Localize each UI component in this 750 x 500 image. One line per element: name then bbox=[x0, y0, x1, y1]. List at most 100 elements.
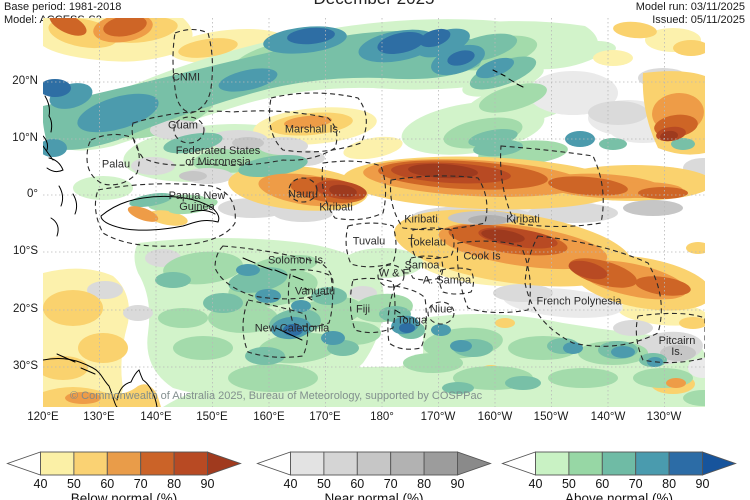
legend-tick-label: 80 bbox=[167, 477, 181, 491]
island-label: New Caledonia bbox=[254, 322, 330, 335]
legend-color-step bbox=[173, 451, 208, 476]
latitude-tick-label: 20°S bbox=[12, 303, 38, 315]
island-label: Nauru bbox=[288, 188, 318, 201]
issued-label: Issued: 05/11/2025 bbox=[652, 14, 745, 26]
latitude-tick-label: 30°S bbox=[12, 360, 38, 372]
latitude-tick-label: 10°N bbox=[12, 132, 38, 144]
legend-right-arrow bbox=[702, 451, 737, 476]
field-core-layer bbox=[43, 18, 698, 367]
island-label: French Polynesia bbox=[536, 295, 622, 308]
island-label: CNMI bbox=[171, 71, 201, 84]
legend-color-step bbox=[73, 451, 108, 476]
longitude-tick-label: 140°W bbox=[590, 411, 626, 423]
legend-tick-label: 60 bbox=[350, 477, 364, 491]
legend-caption: Above normal (%) bbox=[565, 491, 673, 500]
probability-legend: 40 50 60 70 80 90 Below normal (%) 40 50 60 70 80 90… bbox=[6, 451, 737, 500]
coastlines bbox=[43, 69, 524, 407]
island-label: Pitcairn Is. bbox=[658, 335, 696, 358]
legend-right-arrow bbox=[207, 451, 242, 476]
copyright-notice: © Commonwealth of Australia 2025, Bureau… bbox=[70, 390, 483, 402]
island-label: Cook Is bbox=[463, 250, 501, 263]
legend-color-step bbox=[601, 451, 637, 476]
island-label: Papua New Guinea bbox=[168, 190, 226, 213]
legend-bar-2: 40 50 60 70 80 90 Above normal (%) bbox=[501, 451, 737, 500]
legend-tick-label: 90 bbox=[451, 477, 465, 491]
legend-tick-label: 80 bbox=[662, 477, 676, 491]
legend-color-step bbox=[568, 451, 603, 476]
island-label: Fiji bbox=[355, 303, 371, 316]
longitude-tick-label: 120°E bbox=[27, 411, 59, 423]
island-label: W & F bbox=[378, 267, 410, 280]
island-label: Niue bbox=[429, 303, 453, 316]
legend-tick-label: 70 bbox=[629, 477, 643, 491]
graticule bbox=[43, 18, 705, 407]
longitude-tick-label: 150°E bbox=[196, 411, 228, 423]
legend-left-arrow bbox=[501, 451, 536, 476]
legend-tick-label: 50 bbox=[67, 477, 81, 491]
legend-tick-label: 70 bbox=[134, 477, 148, 491]
island-label: Federated States of Micronesia bbox=[175, 145, 261, 168]
legend-color-step bbox=[356, 451, 392, 476]
legend-color-step bbox=[290, 451, 325, 476]
island-label: Tuvalu bbox=[352, 235, 386, 248]
latitude-tick-label: 10°S bbox=[12, 245, 38, 257]
island-label: Palau bbox=[101, 158, 131, 171]
legend-tick-label: 40 bbox=[34, 477, 48, 491]
island-label: Kiribati bbox=[319, 201, 353, 214]
island-label: Marshall Is. bbox=[284, 123, 342, 136]
forecast-map bbox=[43, 18, 705, 407]
base-period-label: Base period: 1981-2018 bbox=[4, 1, 122, 13]
model-run-label: Model run: 03/11/2025 bbox=[635, 1, 745, 13]
legend-color-step bbox=[390, 451, 425, 476]
latitude-tick-label: 20°N bbox=[12, 75, 38, 87]
longitude-tick-label: 150°W bbox=[533, 411, 569, 423]
legend-color-step bbox=[635, 451, 670, 476]
latitude-tick-label: 0° bbox=[27, 188, 38, 200]
longitude-tick-label: 130°W bbox=[646, 411, 682, 423]
legend-tick-label: 60 bbox=[595, 477, 609, 491]
longitude-tick-label: 160°W bbox=[477, 411, 513, 423]
legend-tick-label: 40 bbox=[284, 477, 298, 491]
legend-caption: Below normal (%) bbox=[71, 491, 178, 500]
legend-tick-label: 90 bbox=[201, 477, 215, 491]
legend-right-arrow bbox=[457, 451, 492, 476]
legend-tick-label: 50 bbox=[317, 477, 331, 491]
legend-color-step bbox=[140, 451, 175, 476]
legend-tick-label: 80 bbox=[417, 477, 431, 491]
eez-boundaries bbox=[86, 28, 705, 364]
legend-color-step bbox=[668, 451, 703, 476]
legend-color-step bbox=[423, 451, 458, 476]
island-label: Guam bbox=[168, 119, 198, 132]
longitude-tick-label: 170°W bbox=[420, 411, 456, 423]
legend-caption: Near normal (%) bbox=[324, 491, 423, 500]
island-label: Tonga bbox=[397, 314, 427, 327]
legend-bar-0: 40 50 60 70 80 90 Below normal (%) bbox=[6, 451, 242, 500]
legend-tick-label: 90 bbox=[696, 477, 710, 491]
island-label: Tokelau bbox=[408, 236, 446, 249]
rainfall-probability-field bbox=[43, 18, 705, 407]
legend-color-step bbox=[106, 451, 142, 476]
island-label: Kiribati bbox=[506, 213, 540, 226]
longitude-tick-label: 140°E bbox=[140, 411, 172, 423]
island-label: Vanuatu bbox=[294, 285, 336, 298]
legend-tick-label: 50 bbox=[562, 477, 576, 491]
legend-color-step bbox=[40, 451, 75, 476]
longitude-tick-label: 130°E bbox=[83, 411, 115, 423]
island-label: Solomon Is. bbox=[267, 254, 327, 267]
legend-left-arrow bbox=[256, 451, 291, 476]
legend-color-step bbox=[535, 451, 570, 476]
longitude-tick-label: 160°E bbox=[253, 411, 285, 423]
page-title: December 2025 bbox=[314, 0, 435, 8]
legend-tick-label: 70 bbox=[384, 477, 398, 491]
legend-tick-label: 40 bbox=[529, 477, 543, 491]
island-label: Samoa bbox=[404, 259, 440, 272]
longitude-tick-label: 170°E bbox=[309, 411, 341, 423]
legend-tick-label: 60 bbox=[100, 477, 114, 491]
island-label: Kiribati bbox=[404, 213, 438, 226]
legend-left-arrow bbox=[6, 451, 41, 476]
island-label: A. Samoa bbox=[422, 274, 472, 287]
legend-bar-1: 40 50 60 70 80 90 Near normal (%) bbox=[256, 451, 492, 500]
longitude-tick-label: 180° bbox=[370, 411, 394, 423]
legend-color-step bbox=[323, 451, 358, 476]
